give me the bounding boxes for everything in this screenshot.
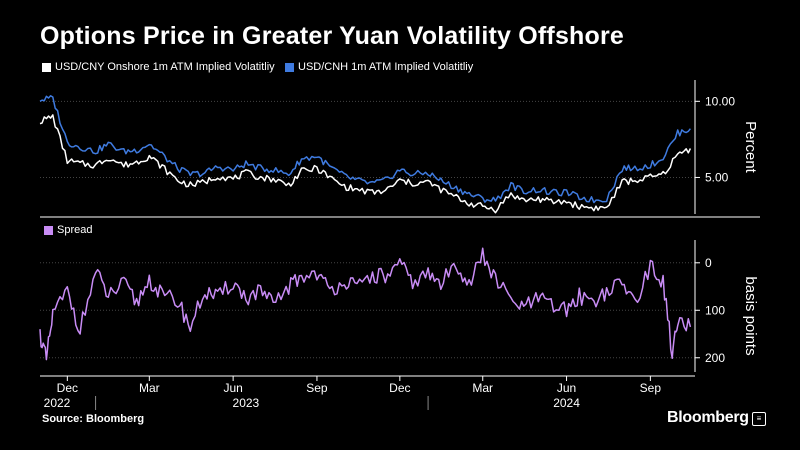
legend-item-offshore: USD/CNH 1m ATM Implied Volatitliy: [285, 61, 473, 73]
chat-icon: ≡: [751, 412, 766, 426]
legend-label-spread: Spread: [57, 224, 93, 236]
legend-label-onshore: USD/CNY Onshore 1m ATM Implied Volatitli…: [55, 61, 275, 73]
x-tick-label-month: Dec: [389, 381, 410, 395]
legend-label-offshore: USD/CNH 1m ATM Implied Volatitliy: [298, 61, 474, 73]
y-axis-title-bottom: basis points: [742, 276, 759, 355]
legend-swatch-offshore: [285, 62, 294, 72]
brand-text: Bloomberg: [667, 409, 749, 426]
source-note: Source: Bloomberg: [42, 413, 145, 425]
y-tick-label-top: 10.00: [705, 94, 735, 108]
x-tick-label-year: 2022: [44, 396, 71, 410]
x-tick-label-year: 2024: [553, 396, 580, 410]
y-tick-label-bottom: 0: [705, 256, 712, 270]
x-tick-label-month: Dec: [57, 381, 78, 395]
x-tick-label-month: Jun: [557, 381, 576, 395]
x-tick-label-month: Sep: [306, 381, 328, 395]
y-tick-label-bottom: 200: [705, 351, 725, 365]
x-tick-label-year: 2023: [233, 396, 260, 410]
y-tick-label-top: 5.00: [705, 170, 729, 184]
y-axis-title-top: Percent: [742, 121, 759, 174]
legend-item-spread: Spread: [44, 224, 92, 236]
x-tick-label-month: Sep: [640, 381, 662, 395]
x-tick-label-month: Mar: [139, 381, 160, 395]
series-line-onshore: [39, 114, 692, 214]
legend-item-onshore: USD/CNY Onshore 1m ATM Implied Volatitli…: [42, 61, 275, 73]
y-tick-label-bottom: 100: [705, 303, 725, 317]
series-line-offshore: [39, 95, 691, 204]
chart-title: Options Price in Greater Yuan Volatility…: [40, 22, 625, 50]
legend-swatch-spread: [44, 225, 53, 235]
bloomberg-logo: Bloomberg ≡: [667, 409, 766, 427]
x-tick-label-month: Mar: [472, 381, 493, 395]
series-line-spread: [39, 247, 692, 361]
legend-swatch-onshore: [42, 62, 51, 72]
x-tick-label-month: Jun: [223, 381, 242, 395]
